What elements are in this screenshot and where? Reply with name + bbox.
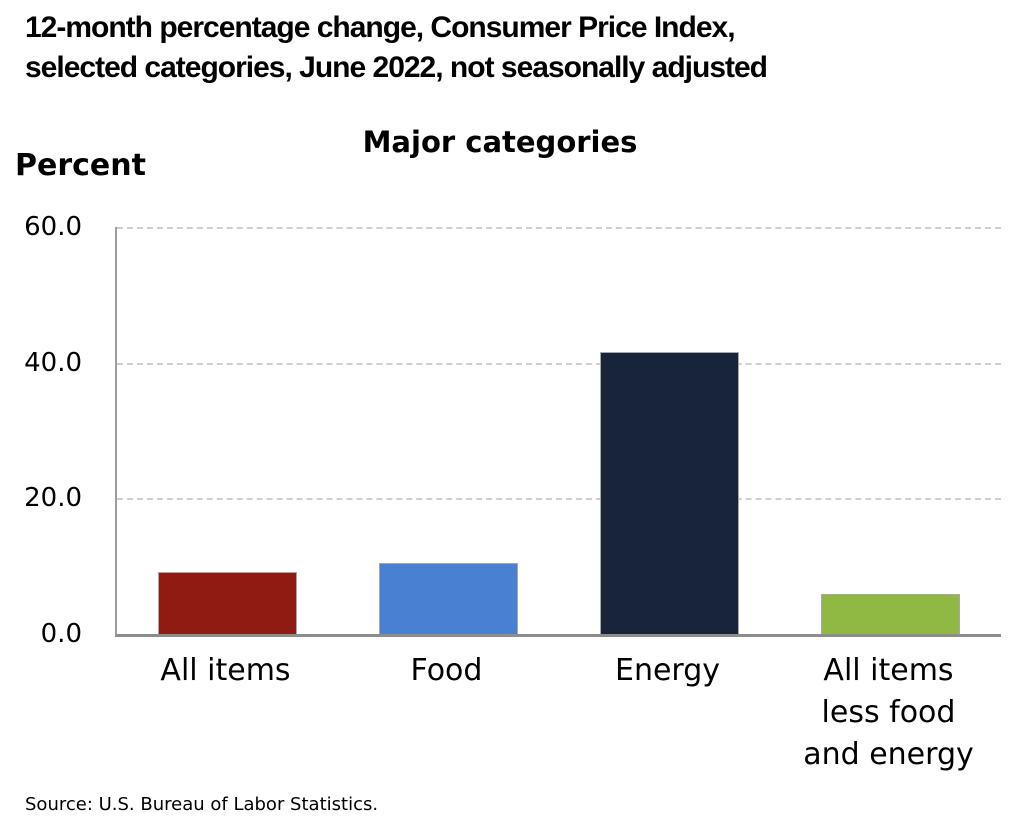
bar-all-items xyxy=(158,572,297,634)
plot-area xyxy=(115,227,1001,637)
bar-energy xyxy=(600,352,739,634)
gridline-40.0 xyxy=(117,362,1001,365)
gridline-20.0 xyxy=(117,498,1001,501)
y-tick-label-40.0: 40.0 xyxy=(24,347,82,378)
figure-header-line-1: 12-month percentage change, Consumer Pri… xyxy=(25,11,736,44)
figure-header-line-2: selected categories, June 2022, not seas… xyxy=(25,51,768,84)
x-category-label-energy: Energy xyxy=(614,653,721,688)
chart-title: Major categories xyxy=(362,125,638,159)
x-category-label-all-items-less-food-and-energy: All items less food and energy xyxy=(803,653,974,772)
x-category-label-all-items: All items xyxy=(160,653,291,688)
y-tick-label-60.0: 60.0 xyxy=(24,212,82,242)
bar-all-items-less-food-and-energy xyxy=(821,594,960,634)
y-tick-label-0.0: 0.0 xyxy=(40,619,82,649)
x-category-label-food: Food xyxy=(410,653,483,688)
bar-food xyxy=(379,563,518,634)
source-note: Source: U.S. Bureau of Labor Statistics. xyxy=(25,794,379,815)
y-axis-label: Percent xyxy=(15,148,146,183)
y-tick-label-20.0: 20.0 xyxy=(24,483,82,514)
gridline-60.0 xyxy=(117,227,1001,229)
